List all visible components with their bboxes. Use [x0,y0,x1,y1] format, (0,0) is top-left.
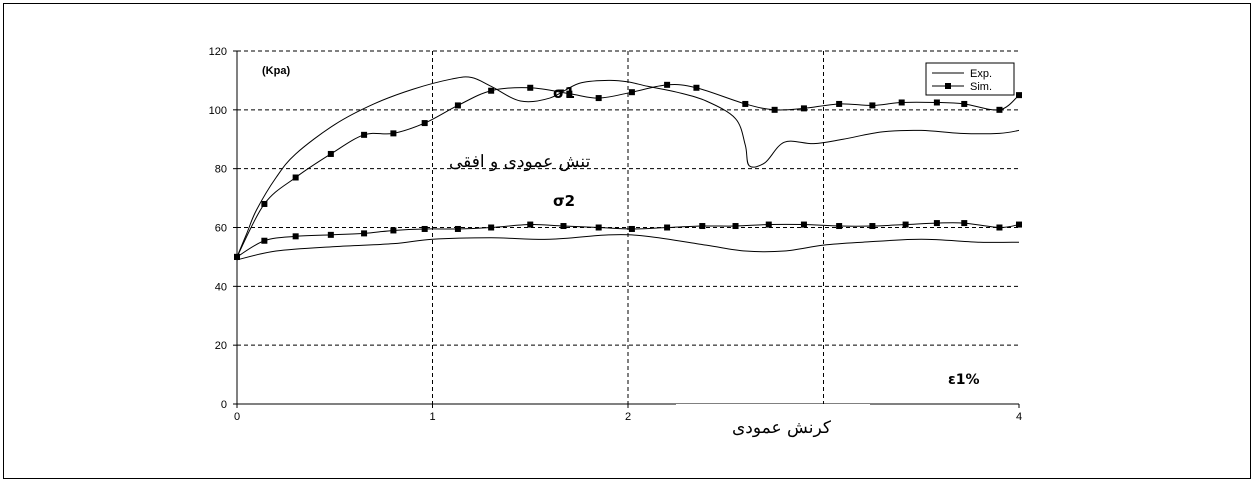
y-tick-label: 60 [215,223,227,235]
data-point-sim [261,200,268,207]
data-point-sim [961,100,968,107]
x-tick-label: 0 [234,411,240,423]
series-line-exp-0 [236,76,1020,258]
data-point-sim [996,224,1003,231]
data-point-sim [898,99,905,106]
data-point-sim [869,102,876,109]
x-tick-label: 4 [1016,411,1022,423]
data-point-sim [527,221,534,228]
y-tick-label: 0 [221,399,227,411]
xlabel-box: کرنش عمودی [676,404,870,446]
data-point-sim [996,106,1003,113]
data-point-sim [327,150,334,157]
data-point-sim [664,224,671,231]
data-point-sim [628,89,635,96]
data-point-sim [765,221,772,228]
legend: Exp.Sim. [925,62,1015,96]
data-point-sim [693,84,700,91]
unit-label: (Kpa) [262,65,290,77]
data-point-sim [327,231,334,238]
legend-marker [945,83,951,89]
sigma2-label: σ2 [553,192,575,210]
data-point-sim [800,221,807,228]
data-point-sim [933,99,940,106]
data-point-sim [742,100,749,107]
chart-frame [3,3,1251,479]
sigma1-label: σ1 [553,84,575,102]
data-point-sim [261,237,268,244]
data-point-sim [488,87,495,94]
data-point-sim [836,223,843,230]
series-line-exp-1 [236,234,1020,261]
data-point-sim [628,225,635,232]
y-tick-label: 120 [209,46,227,58]
data-point-sim [454,225,461,232]
data-point-sim [961,220,968,227]
legend-label: Exp. [970,68,992,80]
data-point-sim [390,130,397,137]
data-point-sim [488,224,495,231]
y-tick-label: 40 [215,281,227,293]
data-point-sim [566,90,573,97]
axes-layer: 0 20 40 60 80 100 120 0 1 2 4 [209,46,1022,423]
data-point-sim [292,174,299,181]
persian-xlabel: کرنش عمودی [732,418,831,438]
data-point-sim [560,223,567,230]
data-point-sim [527,84,534,91]
y-tick-label: 80 [215,164,227,176]
data-point-sim [361,131,368,138]
legend-box [925,62,1015,96]
data-point-sim [869,223,876,230]
data-point-sim [595,224,602,231]
grid-layer [237,50,1019,404]
data-point-sim [390,227,397,234]
data-point-sim [595,95,602,102]
data-point-sim [836,100,843,107]
data-point-sim [361,230,368,237]
series-layer [234,76,1022,261]
data-point-sim [699,223,706,230]
data-point-sim [454,102,461,109]
data-point-sim [1016,221,1022,228]
data-point-sim [732,223,739,230]
data-point-sim [902,221,909,228]
y-tick-label: 20 [215,340,227,352]
legend-label: Sim. [970,81,992,93]
x-tick-label: 2 [625,411,631,423]
data-point-sim [933,220,940,227]
data-point-sim [800,105,807,112]
x-tick-label: 1 [429,411,435,423]
data-point-sim [234,253,240,260]
epsilon-label: ε1% [948,372,980,388]
y-tick-label: 100 [209,105,227,117]
data-point-sim [421,120,428,127]
persian-ylabel: تنش عمودی و افقی [449,152,590,172]
data-point-sim [421,225,428,232]
data-point-sim [292,233,299,240]
data-point-sim [1016,92,1022,99]
data-point-sim [771,106,778,113]
data-point-sim [664,81,671,88]
